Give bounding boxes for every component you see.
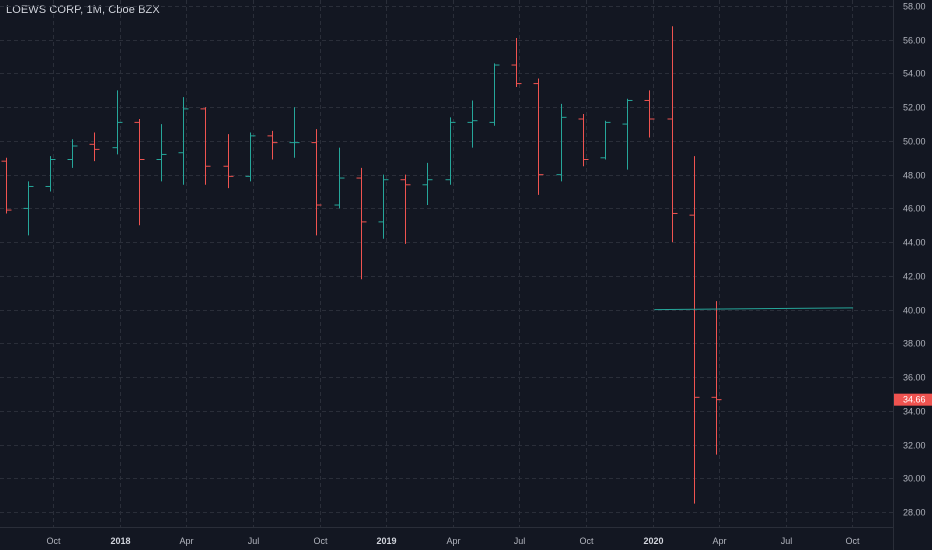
ohlc-bar[interactable] [467, 100, 478, 148]
price-tag-value: 34.66 [903, 395, 926, 405]
price-tick-label: 42.00 [903, 272, 926, 282]
time-tick-label: Apr [712, 536, 726, 546]
ohlc-bar[interactable] [600, 120, 611, 160]
ohlc-bar[interactable] [112, 90, 123, 155]
ohlc-bar[interactable] [23, 181, 34, 236]
price-tick-label: 54.00 [903, 69, 926, 79]
ohlc-bar[interactable] [67, 139, 78, 168]
ohlc-bar[interactable] [511, 38, 522, 87]
price-tick-label: 40.00 [903, 306, 926, 316]
ohlc-bar[interactable] [1, 157, 12, 214]
ohlc-bar[interactable] [667, 26, 678, 243]
ohlc-bar[interactable] [689, 156, 700, 504]
ohlc-bar[interactable] [334, 147, 345, 209]
bars-layer [1, 26, 722, 504]
ohlc-bar[interactable] [422, 162, 433, 206]
time-tick-label: Apr [446, 536, 460, 546]
ohlc-bar[interactable] [311, 129, 322, 236]
ohlc-bar[interactable] [245, 132, 256, 182]
price-tick-label: 34.00 [903, 407, 926, 417]
time-tick-label: Jul [514, 536, 526, 546]
ohlc-bar[interactable] [711, 301, 722, 455]
ohlc-bar[interactable] [178, 97, 189, 185]
trend-line[interactable] [654, 307, 854, 311]
ohlc-bar[interactable] [400, 174, 411, 244]
ohlc-bar[interactable] [489, 63, 500, 126]
price-tick-label: 52.00 [903, 103, 926, 113]
time-tick-label: Apr [179, 536, 193, 546]
time-tick-label: 2020 [643, 536, 663, 546]
time-tick-label: Oct [313, 536, 328, 546]
ohlc-bar[interactable] [644, 90, 655, 138]
ohlc-bar[interactable] [200, 107, 211, 185]
ohlc-bar[interactable] [156, 124, 167, 182]
time-tick-label: Oct [845, 536, 860, 546]
price-axis[interactable]: 28.00 30.00 32.00 34.00 36.00 38.00 40.00 42.00… [903, 2, 926, 518]
ohlc-bar[interactable] [622, 98, 633, 170]
time-axis[interactable]: Oct 2018 Apr Jul Oct 2019 Apr Jul Oct 2020 Apr Jul O… [46, 536, 860, 546]
time-tick-label: 2018 [110, 536, 130, 546]
price-tick-label: 38.00 [903, 339, 926, 349]
time-tick-label: 2019 [376, 536, 396, 546]
price-tick-label: 36.00 [903, 373, 926, 383]
price-tag-background [894, 393, 932, 406]
price-tick-label: 30.00 [903, 474, 926, 484]
ohlc-bar[interactable] [533, 78, 544, 195]
ohlc-bar[interactable] [89, 132, 100, 162]
last-price-tag: 34.66 [894, 393, 932, 406]
price-tick-label: 44.00 [903, 238, 926, 248]
price-tick-label: 56.00 [903, 36, 926, 46]
price-tick-label: 46.00 [903, 204, 926, 214]
ohlc-bar[interactable] [289, 107, 300, 158]
price-tick-label: 50.00 [903, 137, 926, 147]
price-tick-label: 32.00 [903, 441, 926, 451]
time-tick-label: Oct [46, 536, 61, 546]
time-tick-label: Jul [781, 536, 793, 546]
price-tick-label: 48.00 [903, 171, 926, 181]
ohlc-bar[interactable] [356, 167, 367, 280]
ohlc-bar[interactable] [556, 103, 567, 182]
ohlc-bar[interactable] [267, 130, 278, 160]
ohlc-bar[interactable] [223, 134, 234, 189]
grid-layer [0, 0, 893, 527]
price-tick-label: 58.00 [903, 2, 926, 12]
price-tick-label: 28.00 [903, 508, 926, 518]
ohlc-bar[interactable] [378, 174, 389, 239]
ohlc-bar[interactable] [578, 113, 589, 167]
time-tick-label: Oct [579, 536, 594, 546]
time-tick-label: Jul [248, 536, 260, 546]
ohlc-bar[interactable] [134, 119, 145, 226]
ohlc-bar[interactable] [445, 117, 456, 185]
ohlc-bar[interactable] [45, 156, 56, 192]
drawing-layer[interactable] [654, 307, 854, 311]
